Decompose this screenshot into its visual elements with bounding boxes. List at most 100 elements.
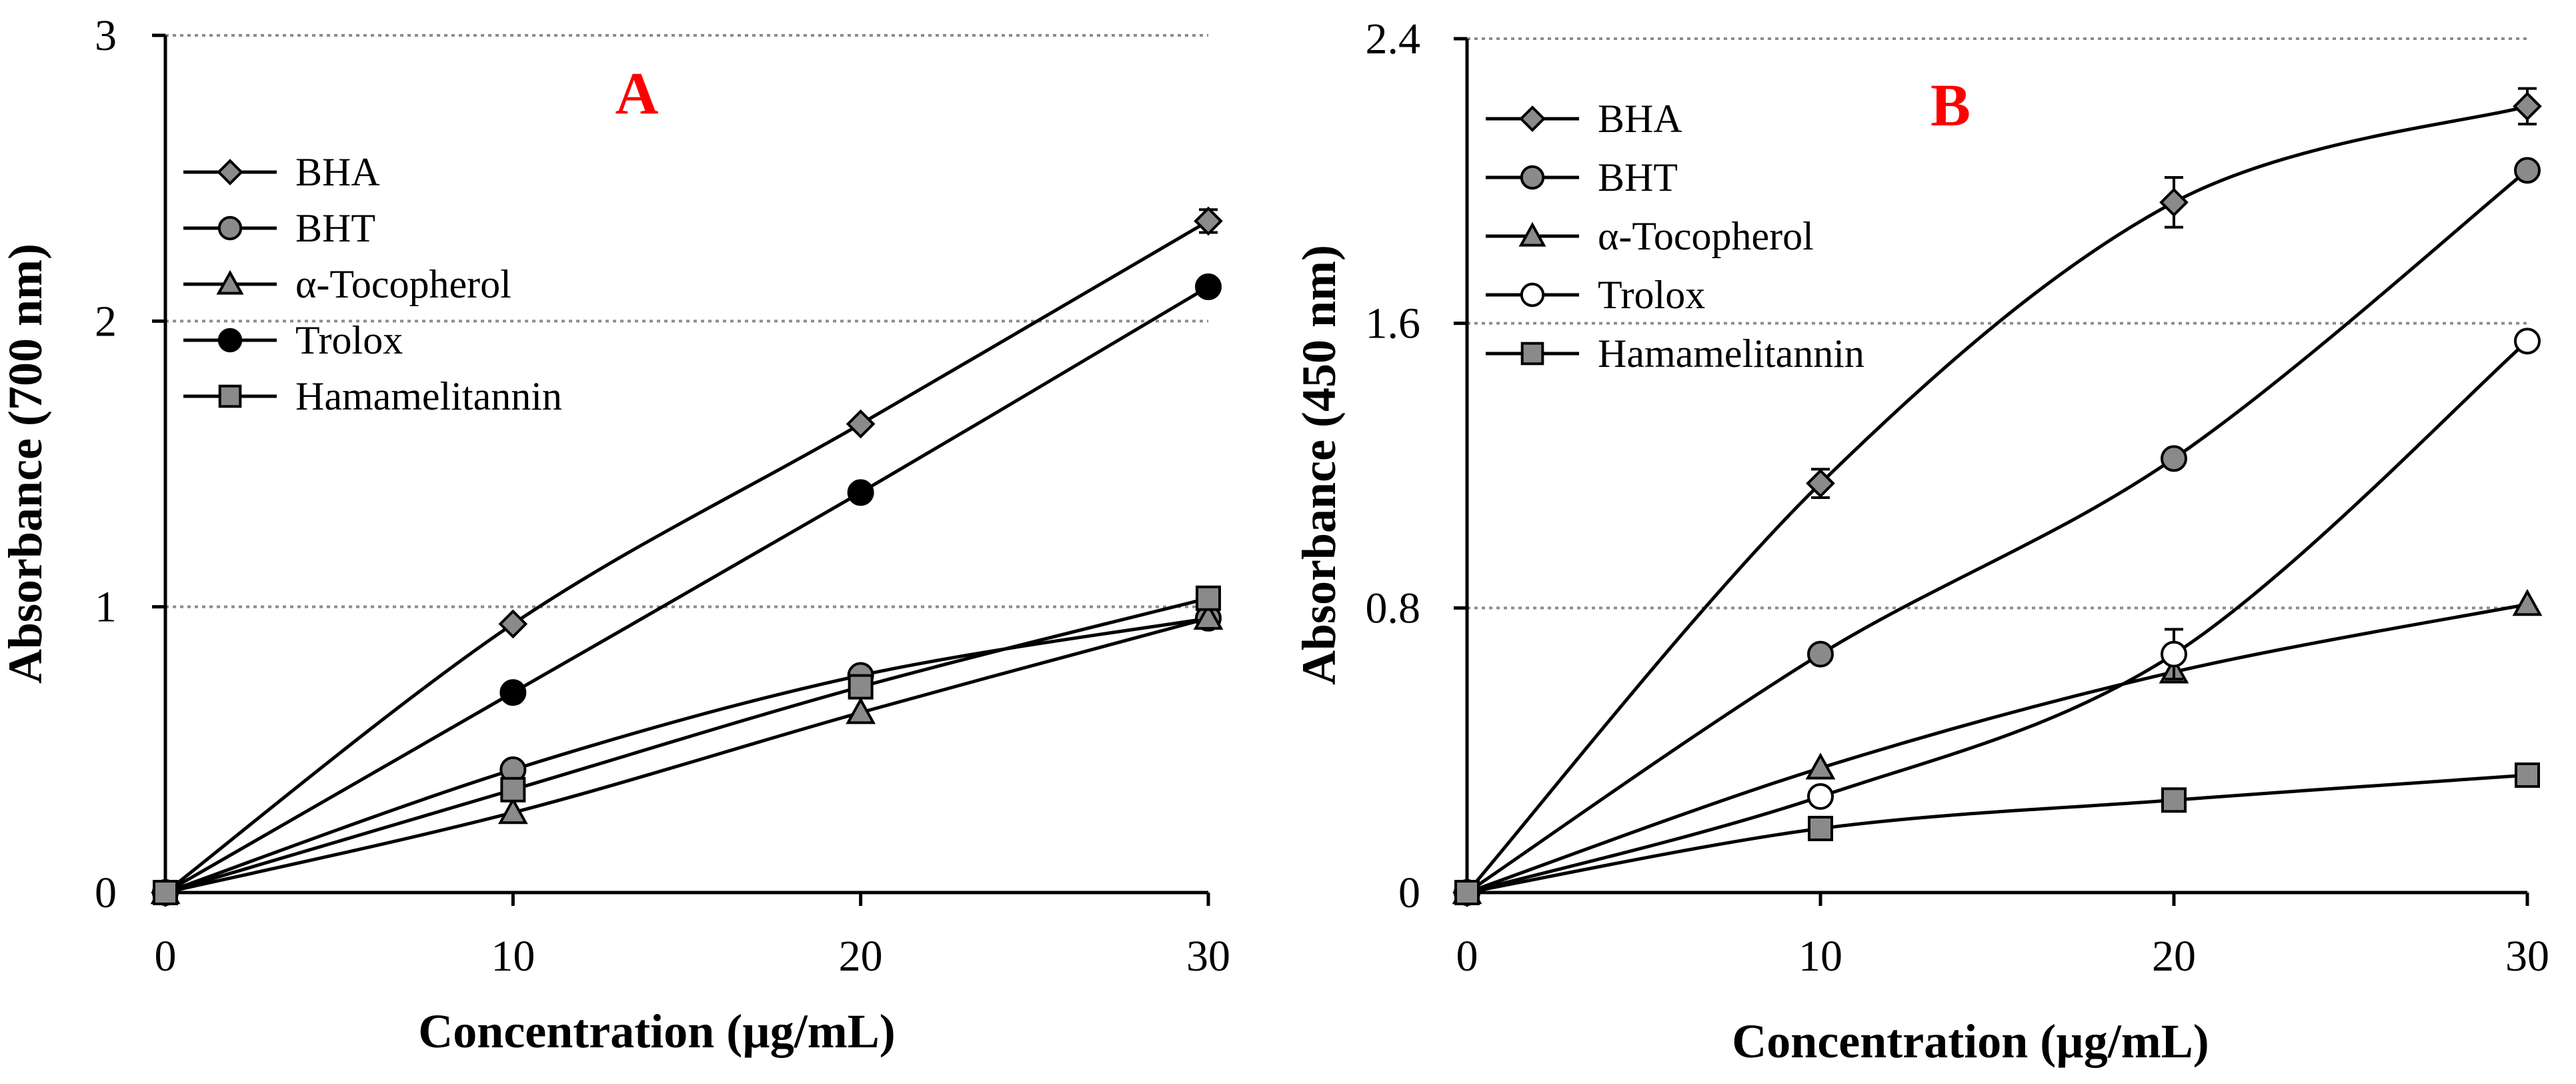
- legend: BHA BHT α-Tocopherol Trolox Hamamelitannin: [1486, 97, 1864, 376]
- series-line: [1466, 169, 2529, 895]
- legend-item-hamamelitannin: Hamamelitannin: [183, 374, 562, 418]
- x-tick-label: 20: [2152, 932, 2196, 981]
- legend-item-bht: BHT: [1486, 155, 1678, 199]
- data-point: [1454, 880, 1480, 905]
- legend-marker: [217, 215, 243, 241]
- legend-item-trolox: Trolox: [1486, 273, 1705, 317]
- data-point: [2514, 157, 2541, 184]
- legend-label: Trolox: [1598, 273, 1705, 317]
- data-point: [1194, 206, 1223, 236]
- legend-label: Hamamelitannin: [1598, 332, 1864, 376]
- series-line: [1466, 340, 2529, 895]
- series-hamamelitannin: [153, 585, 1221, 905]
- data-point: [2161, 640, 2187, 668]
- panel-label: A: [615, 61, 659, 127]
- y-tick-label: 3: [95, 11, 117, 60]
- x-tick-label: 20: [839, 932, 883, 981]
- legend-marker: [216, 269, 244, 295]
- data-point: [2159, 187, 2189, 217]
- legend-label: Trolox: [295, 318, 403, 362]
- data-point: [497, 796, 528, 825]
- y-tick-label: 0: [1398, 869, 1420, 917]
- series-hamamelitannin: [1454, 762, 2540, 905]
- data-point: [1805, 752, 1836, 780]
- legend-marker: [1518, 221, 1546, 247]
- series-line: [1466, 773, 2528, 895]
- x-tick-label: 10: [491, 932, 535, 981]
- data-point: [846, 697, 876, 724]
- legend-item-bht: BHT: [183, 206, 375, 250]
- x-tick-label: 30: [1186, 932, 1230, 981]
- legend-item-trolox: Trolox: [183, 318, 403, 362]
- x-axis-title: Concentration (µg/mL): [418, 1005, 895, 1058]
- legend-item-bha: BHA: [1486, 97, 1682, 141]
- x-tick-label: 10: [1798, 932, 1842, 981]
- series-line: [165, 616, 1209, 895]
- legend-item-bha: BHA: [183, 150, 380, 194]
- data-point: [498, 609, 528, 639]
- y-tick-label: 2: [95, 297, 117, 346]
- legend-label: Hamamelitannin: [295, 374, 562, 418]
- data-point: [1808, 816, 1833, 841]
- data-point: [2513, 91, 2542, 121]
- legend-marker: [217, 328, 243, 353]
- x-tick-label: 0: [1456, 932, 1478, 981]
- data-point: [500, 776, 526, 802]
- data-point: [1807, 783, 1834, 810]
- panel-label: B: [1930, 73, 1971, 139]
- data-point: [2161, 787, 2187, 813]
- y-tick-label: 2.4: [1366, 15, 1421, 63]
- series-line: [165, 596, 1209, 895]
- series-bha: [151, 206, 1223, 907]
- data-point: [153, 880, 178, 905]
- data-point: [1195, 273, 1222, 300]
- series-line: [1466, 602, 2528, 895]
- y-axis-title: Absorbance (700 nm): [0, 243, 52, 684]
- legend-label: BHT: [1598, 155, 1678, 199]
- y-tick-label: 0: [95, 869, 117, 917]
- legend-label: α-Tocopherol: [295, 262, 511, 306]
- y-tick-label: 1: [95, 583, 117, 632]
- series-line: [165, 616, 1209, 895]
- data-point: [847, 479, 874, 506]
- series-trolox: [1454, 328, 2541, 906]
- legend-item-alpha-tocopherol: α-Tocopherol: [183, 262, 511, 306]
- data-point: [2161, 445, 2187, 472]
- data-point: [1196, 585, 1221, 611]
- y-tick-label: 1.6: [1366, 300, 1421, 348]
- legend-item-hamamelitannin: Hamamelitannin: [1486, 332, 1864, 376]
- series-line: [164, 285, 1210, 895]
- legend: BHA BHT α-Tocopherol Trolox Hamamelitannin: [183, 150, 562, 418]
- legend-marker: [217, 159, 243, 185]
- legend-item-alpha-tocopherol: α-Tocopherol: [1486, 214, 1814, 258]
- series-bht: [1454, 157, 2541, 906]
- y-axis-title: Absorbance (450 nm): [1292, 245, 1346, 685]
- legend-label: BHA: [1598, 97, 1682, 141]
- y-tick-label: 0.8: [1366, 584, 1421, 632]
- data-point: [499, 679, 527, 706]
- data-point: [848, 674, 874, 700]
- data-point: [846, 409, 876, 439]
- legend-marker: [218, 384, 242, 408]
- legend-marker: [1520, 165, 1545, 190]
- data-point: [2512, 588, 2543, 616]
- x-axis-title: Concentration (µg/mL): [1732, 1015, 2209, 1068]
- legend-marker: [1520, 342, 1544, 366]
- data-point: [1807, 640, 1834, 668]
- x-tick-label: 0: [155, 932, 177, 981]
- legend-label: BHT: [295, 206, 375, 250]
- legend-label: BHA: [295, 150, 380, 194]
- panel-b: 0 0.8 1.6 2.4 0 10 20 30 Concentration (µg/mL) Ab…: [1292, 15, 2549, 1068]
- data-point: [2515, 762, 2540, 788]
- data-point: [1806, 468, 1835, 498]
- series-line: [164, 219, 1210, 894]
- legend-marker: [1520, 282, 1545, 308]
- series-line: [1466, 104, 2528, 894]
- x-tick-label: 30: [2505, 932, 2549, 981]
- data-point: [2514, 328, 2541, 355]
- series-trolox: [152, 273, 1222, 906]
- legend-label: α-Tocopherol: [1598, 214, 1814, 258]
